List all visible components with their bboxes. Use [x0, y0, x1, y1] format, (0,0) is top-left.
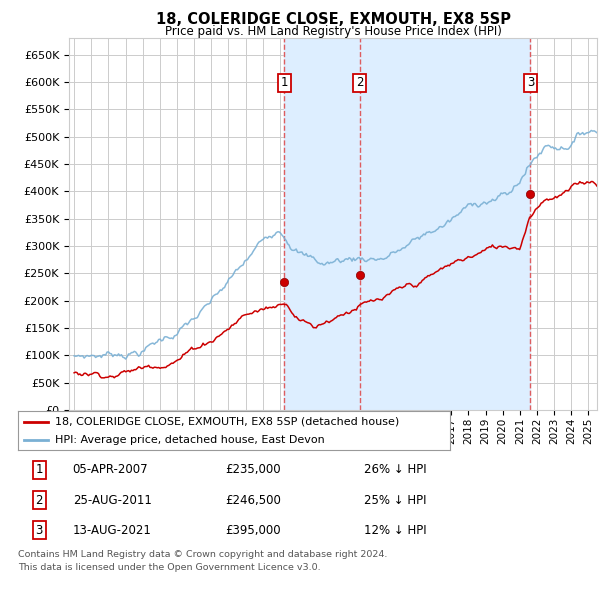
Bar: [284, 38, 530, 410]
Text: 18, COLERIDGE CLOSE, EXMOUTH, EX8 5SP: 18, COLERIDGE CLOSE, EXMOUTH, EX8 5SP: [155, 12, 511, 27]
Text: £395,000: £395,000: [226, 524, 281, 537]
Text: 3: 3: [35, 524, 43, 537]
Text: £246,500: £246,500: [226, 493, 281, 507]
Text: 25-AUG-2011: 25-AUG-2011: [73, 493, 152, 507]
Text: 2: 2: [356, 77, 364, 90]
Text: 12% ↓ HPI: 12% ↓ HPI: [364, 524, 426, 537]
Text: 3: 3: [527, 77, 534, 90]
Text: 1: 1: [35, 463, 43, 476]
Text: This data is licensed under the Open Government Licence v3.0.: This data is licensed under the Open Gov…: [18, 563, 320, 572]
Text: 25% ↓ HPI: 25% ↓ HPI: [364, 493, 426, 507]
Text: HPI: Average price, detached house, East Devon: HPI: Average price, detached house, East…: [55, 435, 325, 445]
Text: 2: 2: [35, 493, 43, 507]
Text: 13-AUG-2021: 13-AUG-2021: [73, 524, 152, 537]
Text: Price paid vs. HM Land Registry's House Price Index (HPI): Price paid vs. HM Land Registry's House …: [164, 25, 502, 38]
Text: 18, COLERIDGE CLOSE, EXMOUTH, EX8 5SP (detached house): 18, COLERIDGE CLOSE, EXMOUTH, EX8 5SP (d…: [55, 417, 399, 427]
Text: 1: 1: [281, 77, 288, 90]
Text: 05-APR-2007: 05-APR-2007: [73, 463, 148, 476]
Text: 26% ↓ HPI: 26% ↓ HPI: [364, 463, 426, 476]
Text: £235,000: £235,000: [226, 463, 281, 476]
Text: Contains HM Land Registry data © Crown copyright and database right 2024.: Contains HM Land Registry data © Crown c…: [18, 550, 388, 559]
